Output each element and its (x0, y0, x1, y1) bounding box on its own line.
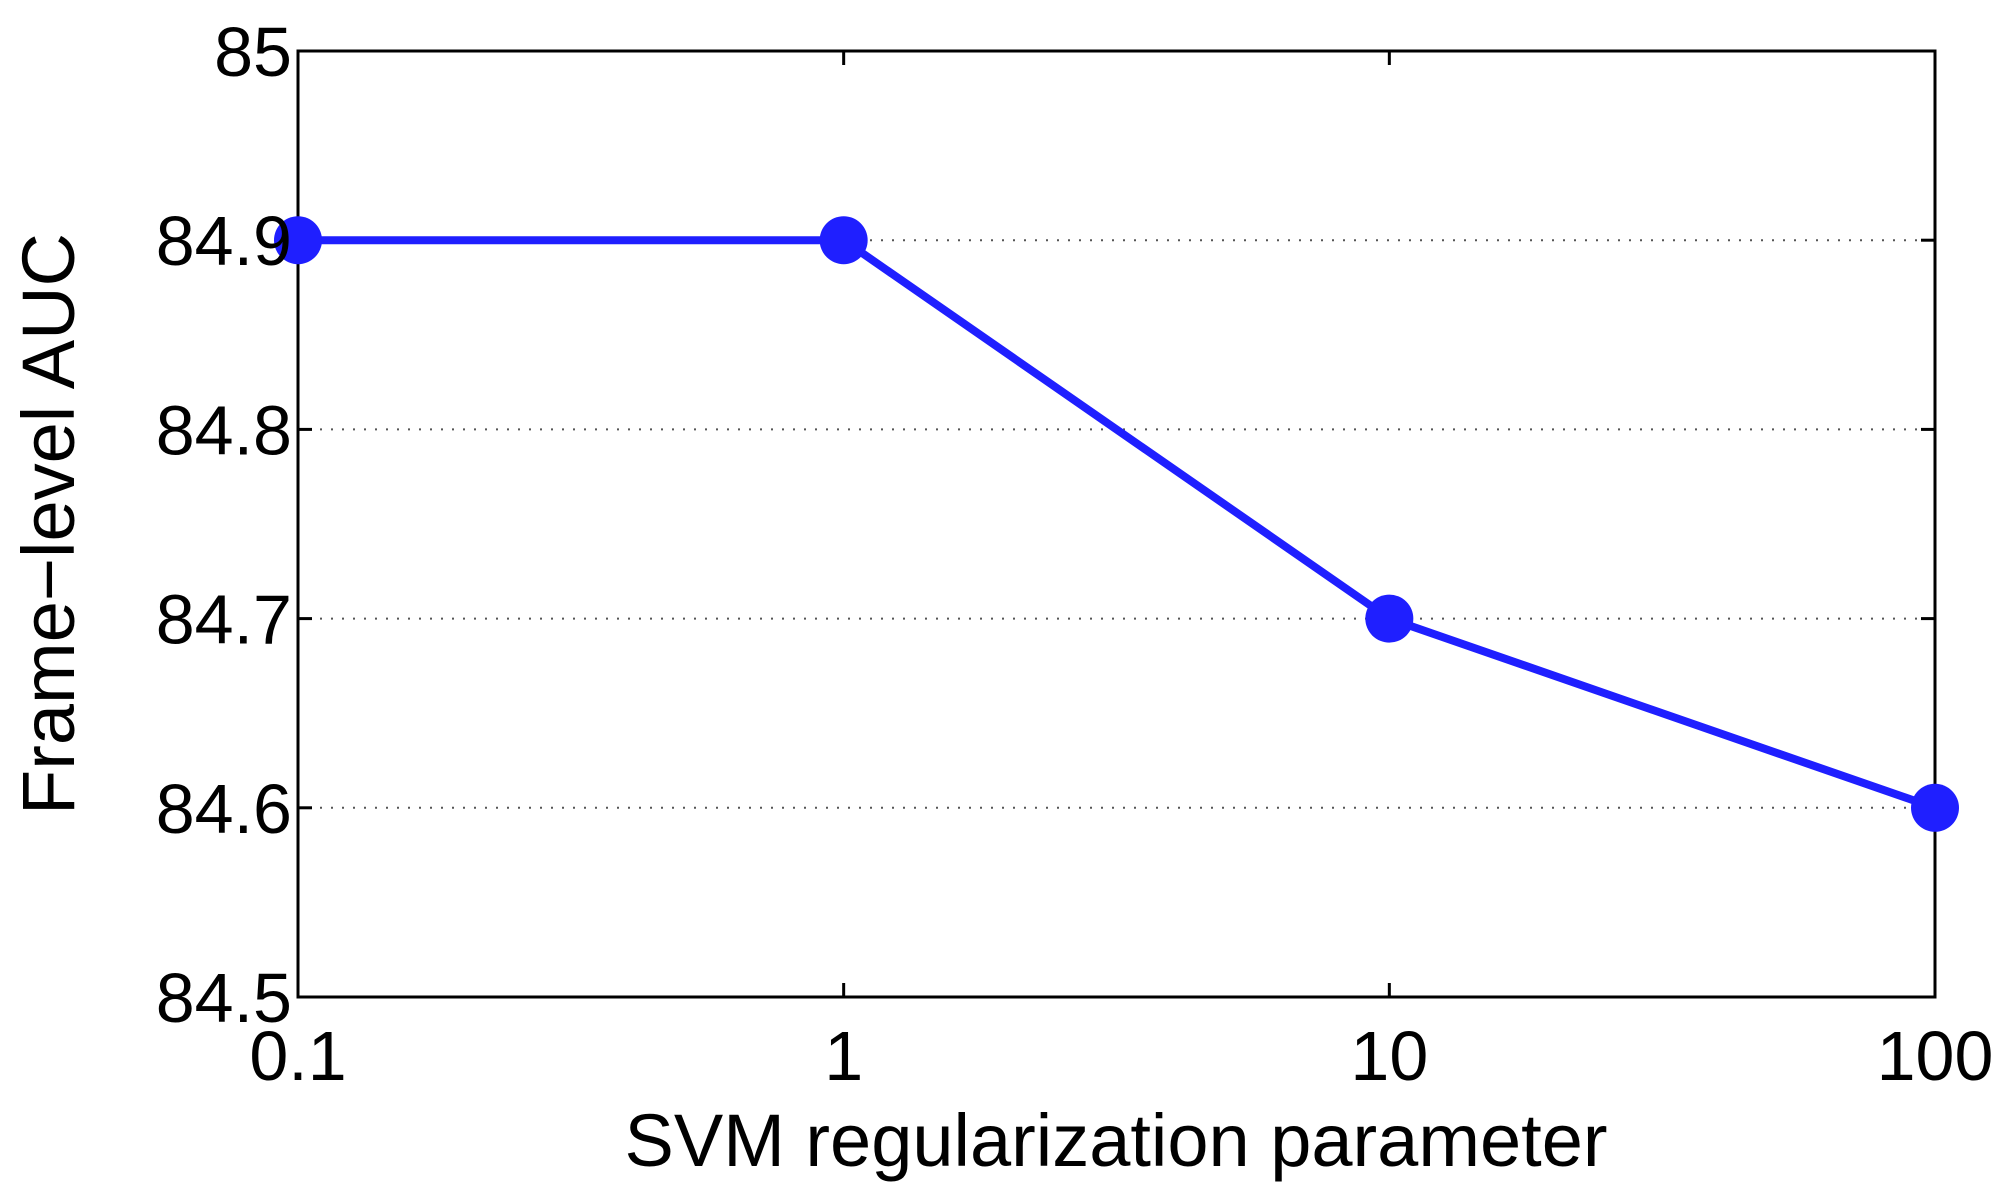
data-point (1365, 594, 1414, 643)
y-tick-label: 84.5 (156, 959, 292, 1037)
series-line (298, 236, 1937, 812)
y-tick-label: 84.9 (156, 202, 292, 280)
data-point (1911, 783, 1959, 832)
y-tick-label: 84.7 (156, 581, 292, 659)
y-tick-label: 84.8 (156, 391, 292, 469)
x-tick-label: 0.1 (249, 1017, 346, 1095)
x-tick-label: 1 (824, 1017, 863, 1095)
y-tick-label: 84.6 (156, 770, 292, 848)
tick-labels: 84.5 84.6 84.7 84.8 84.9 85 0.1 1 10 100 (156, 13, 1994, 1095)
y-tick-label: 85 (214, 13, 292, 91)
data-series (274, 216, 1959, 832)
y-axis-label: Frame−level AUC (7, 233, 90, 815)
x-tick-label: 100 (1877, 1017, 1994, 1095)
data-point (274, 216, 322, 265)
data-point (819, 216, 868, 265)
x-tick-label: 10 (1350, 1017, 1428, 1095)
gridlines (298, 239, 1935, 809)
x-axis-label: SVM regularization parameter (625, 1099, 1608, 1182)
plot-area-frame (296, 49, 1937, 999)
